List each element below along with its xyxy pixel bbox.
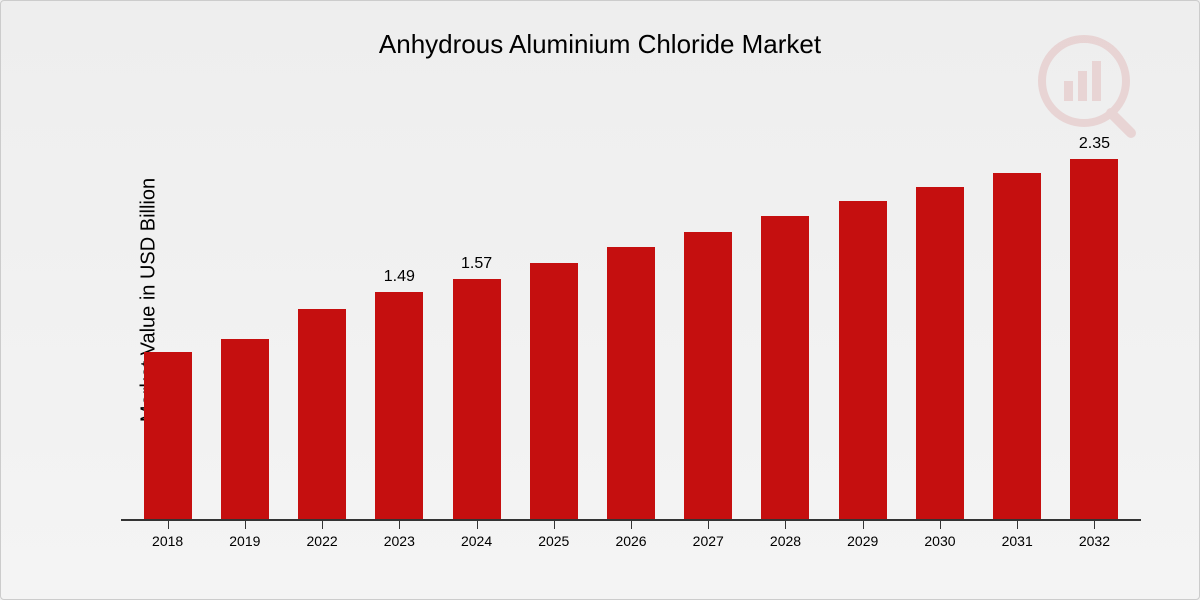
x-tick: 2032 xyxy=(1056,523,1133,563)
x-tick-label: 2024 xyxy=(438,533,515,549)
x-tick-mark xyxy=(863,521,864,529)
x-tick-label: 2018 xyxy=(129,533,206,549)
x-tick-mark xyxy=(1094,521,1095,529)
bar xyxy=(375,292,423,521)
x-tick: 2025 xyxy=(515,523,592,563)
x-tick: 2019 xyxy=(206,523,283,563)
x-tick-mark xyxy=(168,521,169,529)
x-tick-label: 2019 xyxy=(206,533,283,549)
x-tick: 2029 xyxy=(824,523,901,563)
x-tick-mark xyxy=(785,521,786,529)
bar-slot xyxy=(670,121,747,521)
bar xyxy=(1070,159,1118,521)
bar-slot xyxy=(206,121,283,521)
chart-title: Anhydrous Aluminium Chloride Market xyxy=(1,29,1199,60)
x-tick: 2030 xyxy=(901,523,978,563)
x-tick-label: 2027 xyxy=(670,533,747,549)
bar xyxy=(453,279,501,521)
chart-container: Anhydrous Aluminium Chloride Market Mark… xyxy=(0,0,1200,600)
x-tick: 2023 xyxy=(361,523,438,563)
x-tick-label: 2029 xyxy=(824,533,901,549)
x-tick-label: 2028 xyxy=(747,533,824,549)
x-tick-label: 2026 xyxy=(592,533,669,549)
bar-slot xyxy=(901,121,978,521)
x-tick-mark xyxy=(1017,521,1018,529)
bar-slot: 2.35 xyxy=(1056,121,1133,521)
bar-slot: 1.49 xyxy=(361,121,438,521)
bar-slot xyxy=(592,121,669,521)
x-tick-mark xyxy=(399,521,400,529)
bar xyxy=(916,187,964,521)
bar-slot xyxy=(979,121,1056,521)
x-tick-mark xyxy=(940,521,941,529)
bar xyxy=(684,232,732,521)
bar-slot xyxy=(747,121,824,521)
x-tick-mark xyxy=(245,521,246,529)
bar xyxy=(993,173,1041,521)
bar xyxy=(839,201,887,521)
x-tick: 2018 xyxy=(129,523,206,563)
bar-slot xyxy=(129,121,206,521)
x-tick: 2024 xyxy=(438,523,515,563)
bar-value-label: 2.35 xyxy=(1079,135,1110,153)
x-tick-label: 2031 xyxy=(979,533,1056,549)
x-tick-label: 2030 xyxy=(901,533,978,549)
x-tick-label: 2025 xyxy=(515,533,592,549)
x-tick: 2027 xyxy=(670,523,747,563)
bar-value-label: 1.49 xyxy=(384,268,415,286)
bar xyxy=(530,263,578,521)
bar xyxy=(221,339,269,521)
x-tick-mark xyxy=(708,521,709,529)
x-tick: 2031 xyxy=(979,523,1056,563)
x-tick-label: 2022 xyxy=(283,533,360,549)
plot-area: 1.49 1.57 2.35 xyxy=(121,121,1141,521)
bars-group: 1.49 1.57 2.35 xyxy=(121,121,1141,521)
bar-slot xyxy=(824,121,901,521)
bar xyxy=(298,309,346,521)
x-tick-mark xyxy=(477,521,478,529)
bar-slot: 1.57 xyxy=(438,121,515,521)
bar xyxy=(607,247,655,521)
bar-slot xyxy=(515,121,592,521)
x-tick: 2026 xyxy=(592,523,669,563)
bar xyxy=(761,216,809,521)
bar xyxy=(144,352,192,521)
x-tick-mark xyxy=(554,521,555,529)
x-tick-label: 2032 xyxy=(1056,533,1133,549)
x-tick-mark xyxy=(322,521,323,529)
bar-value-label: 1.57 xyxy=(461,255,492,273)
bar-slot xyxy=(283,121,360,521)
x-tick: 2028 xyxy=(747,523,824,563)
x-tick: 2022 xyxy=(283,523,360,563)
x-tick-mark xyxy=(631,521,632,529)
x-axis-ticks: 2018201920222023202420252026202720282029… xyxy=(121,523,1141,563)
x-tick-label: 2023 xyxy=(361,533,438,549)
